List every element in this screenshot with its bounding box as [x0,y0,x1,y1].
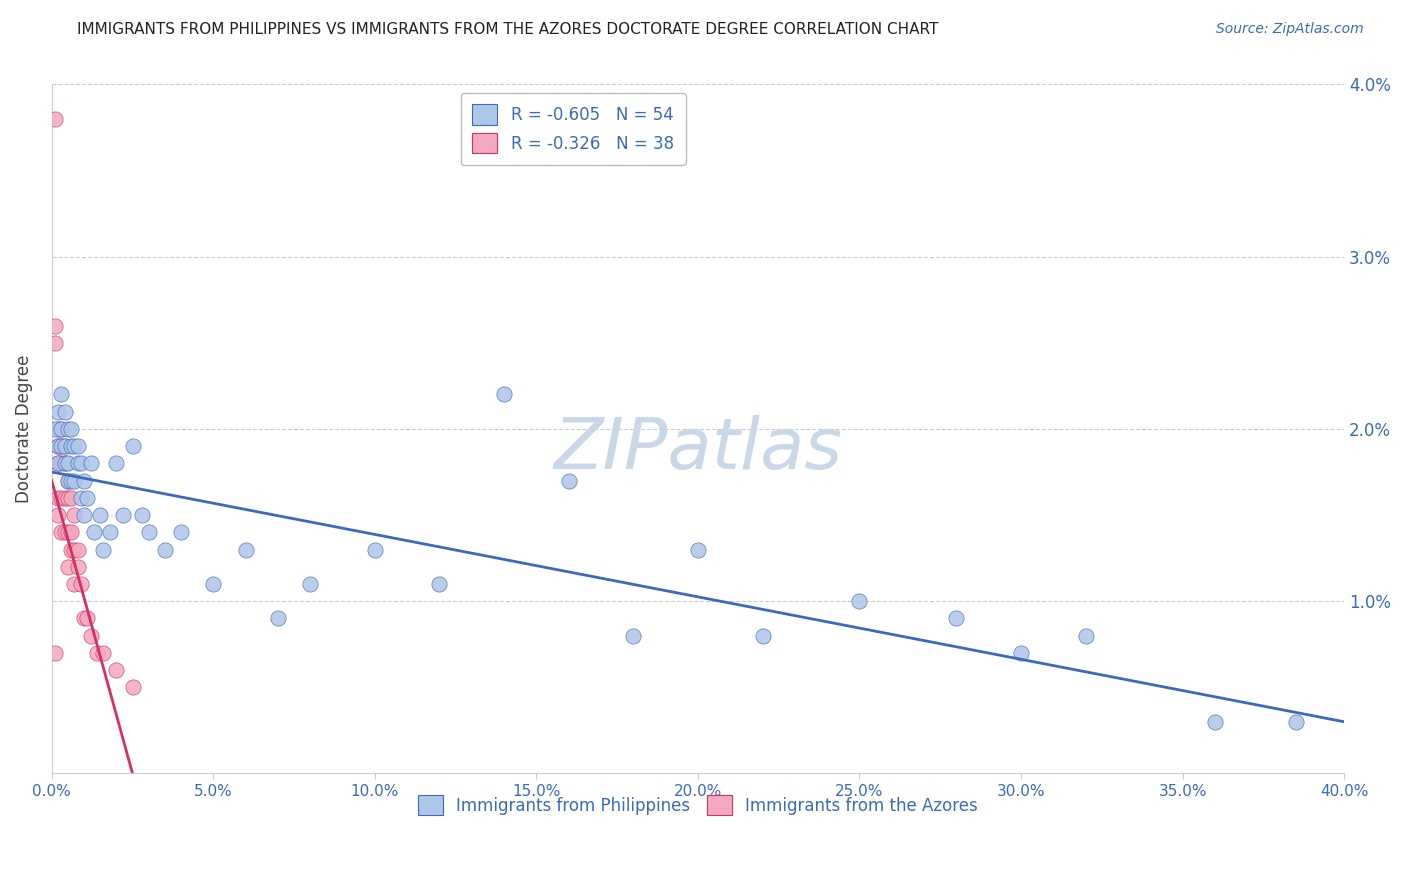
Point [429,577,451,591]
Point [1204,714,1226,729]
Point [56,474,79,488]
Legend: Immigrants from Philippines, Immigrants from the Azores: Immigrants from Philippines, Immigrants … [409,787,987,823]
Point [46,456,69,470]
Point [66,439,89,453]
Point [848,594,870,608]
Point [69,491,91,505]
Point [121,681,143,695]
Text: ZIPatlas: ZIPatlas [554,415,842,484]
Point [44,112,66,126]
Point [86,646,108,660]
Y-axis label: Doctorate Degree: Doctorate Degree [15,355,32,503]
Point [46,491,69,505]
Point [66,542,89,557]
Point [53,491,76,505]
Point [76,611,98,625]
Point [83,525,105,540]
Point [51,525,73,540]
Point [56,474,79,488]
Point [56,456,79,470]
Point [105,663,128,677]
Point [51,456,73,470]
Point [60,439,83,453]
Point [53,525,76,540]
Point [73,508,96,522]
Point [69,577,91,591]
Point [53,439,76,453]
Point [93,646,115,660]
Point [79,629,101,643]
Point [46,405,69,419]
Point [51,491,73,505]
Point [56,559,79,574]
Point [98,525,121,540]
Point [105,456,128,470]
Point [63,474,86,488]
Point [60,542,83,557]
Point [46,422,69,436]
Point [60,422,83,436]
Point [63,577,86,591]
Point [557,474,579,488]
Point [46,456,69,470]
Point [51,422,73,436]
Point [60,491,83,505]
Point [60,474,83,488]
Point [69,456,91,470]
Point [46,439,69,453]
Point [170,525,193,540]
Point [494,387,516,401]
Point [44,318,66,333]
Point [153,542,176,557]
Point [51,439,73,453]
Point [44,335,66,350]
Point [56,525,79,540]
Point [89,508,111,522]
Point [51,422,73,436]
Point [76,491,98,505]
Point [66,559,89,574]
Point [44,646,66,660]
Point [267,611,290,625]
Point [79,456,101,470]
Point [131,508,153,522]
Text: Source: ZipAtlas.com: Source: ZipAtlas.com [1216,22,1364,37]
Point [1074,629,1097,643]
Point [66,456,89,470]
Point [235,542,257,557]
Point [60,525,83,540]
Point [202,577,225,591]
Point [53,405,76,419]
Point [111,508,134,522]
Text: IMMIGRANTS FROM PHILIPPINES VS IMMIGRANTS FROM THE AZORES DOCTORATE DEGREE CORRE: IMMIGRANTS FROM PHILIPPINES VS IMMIGRANT… [77,22,939,37]
Point [53,439,76,453]
Point [63,508,86,522]
Point [299,577,322,591]
Point [73,611,96,625]
Point [138,525,160,540]
Point [63,542,86,557]
Point [44,422,66,436]
Point [686,542,709,557]
Point [56,491,79,505]
Point [56,422,79,436]
Point [53,456,76,470]
Point [51,439,73,453]
Point [751,629,773,643]
Point [621,629,644,643]
Point [46,439,69,453]
Point [93,542,115,557]
Point [1010,646,1032,660]
Point [364,542,387,557]
Point [73,474,96,488]
Point [945,611,967,625]
Point [121,439,143,453]
Point [1285,714,1308,729]
Point [46,508,69,522]
Point [63,439,86,453]
Point [51,387,73,401]
Point [53,456,76,470]
